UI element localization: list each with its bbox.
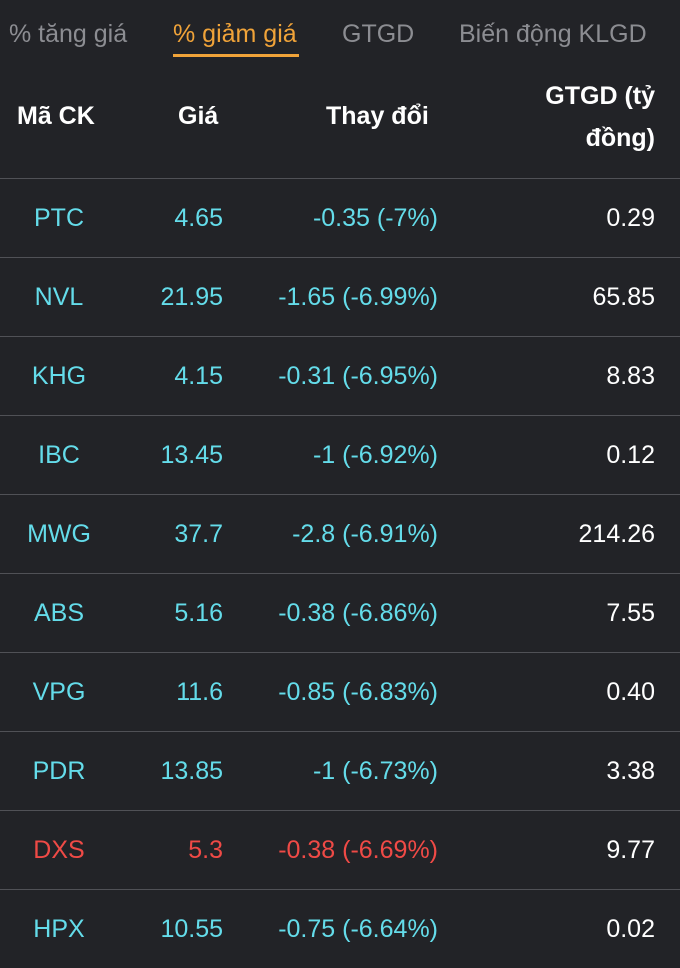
stock-change: -1 (-6.73%) [312, 757, 438, 785]
stock-table-body: PTC 4.65 -0.35 (-7%) 0.29 NVL 21.95 -1.65 (-6.… [0, 178, 680, 968]
stock-trading-value: 7.55 [606, 599, 655, 627]
table-row[interactable]: PTC 4.65 -0.35 (-7%) 0.29 [0, 178, 680, 257]
table-row[interactable]: MWG 37.7 -2.8 (-6.91%) 214.26 [0, 494, 680, 573]
active-tab-indicator [173, 54, 299, 57]
stock-trading-value: 0.02 [606, 915, 655, 943]
stock-change: -0.38 (-6.86%) [278, 599, 438, 627]
stock-change: -0.35 (-7%) [312, 204, 438, 232]
stock-symbol: PDR [32, 757, 86, 785]
stock-trading-value: 3.38 [606, 757, 655, 785]
stock-symbol: IBC [38, 441, 80, 469]
stock-change: -0.85 (-6.83%) [278, 678, 438, 706]
table-row[interactable]: KHG 4.15 -0.31 (-6.95%) 8.83 [0, 336, 680, 415]
tab-volume-change[interactable]: Biến động KLGD [459, 20, 647, 48]
stock-change: -0.75 (-6.64%) [278, 915, 438, 943]
column-header-value-line1: GTGD (tỷ [545, 82, 655, 110]
tab-trading-value[interactable]: GTGD [342, 20, 415, 48]
column-header-price[interactable]: Giá [178, 102, 219, 130]
stock-trading-value: 9.77 [606, 836, 655, 864]
stock-price: 21.95 [160, 283, 223, 311]
table-row[interactable]: DXS 5.3 -0.38 (-6.69%) 9.77 [0, 810, 680, 889]
table-row[interactable]: NVL 21.95 -1.65 (-6.99%) 65.85 [0, 257, 680, 336]
column-header-value-line2: đồng) [585, 124, 655, 152]
stock-symbol: HPX [33, 915, 85, 943]
stock-price: 5.3 [188, 836, 223, 864]
stock-trading-value: 214.26 [578, 520, 655, 548]
stock-trading-value: 0.29 [606, 204, 655, 232]
table-row[interactable]: HPX 10.55 -0.75 (-6.64%) 0.02 [0, 889, 680, 968]
table-row[interactable]: ABS 5.16 -0.38 (-6.86%) 7.55 [0, 573, 680, 652]
stock-trading-value: 8.83 [606, 362, 655, 390]
tab-percent-increase[interactable]: % tăng giá [9, 20, 128, 48]
stock-change: -1 (-6.92%) [312, 441, 438, 469]
stock-symbol: PTC [34, 204, 84, 232]
stock-change: -0.38 (-6.69%) [278, 836, 438, 864]
stock-symbol: NVL [34, 283, 84, 311]
table-header: Mã CK Giá Thay đổi GTGD (tỷ đồng) [0, 66, 680, 178]
stock-symbol: MWG [27, 520, 91, 548]
stock-price: 4.15 [174, 362, 223, 390]
tab-percent-decrease[interactable]: % giảm giá [173, 20, 297, 48]
stock-symbol: DXS [33, 836, 85, 864]
stock-symbol: KHG [31, 362, 87, 390]
table-row[interactable]: PDR 13.85 -1 (-6.73%) 3.38 [0, 731, 680, 810]
stock-price: 4.65 [174, 204, 223, 232]
column-header-value[interactable]: GTGD (tỷ đồng) [545, 75, 655, 159]
stock-price: 10.55 [160, 915, 223, 943]
tab-bar: % tăng giá % giảm giá GTGD Biến động KLG… [0, 0, 680, 66]
stock-price: 37.7 [174, 520, 223, 548]
table-row[interactable]: VPG 11.6 -0.85 (-6.83%) 0.40 [0, 652, 680, 731]
stock-price: 13.85 [160, 757, 223, 785]
stock-symbol: VPG [32, 678, 86, 706]
stock-price: 5.16 [174, 599, 223, 627]
column-header-change[interactable]: Thay đổi [326, 102, 429, 130]
stock-trading-value: 0.40 [606, 678, 655, 706]
column-header-symbol[interactable]: Mã CK [17, 102, 95, 130]
stock-trading-value: 65.85 [592, 283, 655, 311]
stock-price: 13.45 [160, 441, 223, 469]
stock-change: -0.31 (-6.95%) [278, 362, 438, 390]
stock-change: -1.65 (-6.99%) [278, 283, 438, 311]
stock-price: 11.6 [176, 678, 223, 706]
table-row[interactable]: IBC 13.45 -1 (-6.92%) 0.12 [0, 415, 680, 494]
stock-trading-value: 0.12 [606, 441, 655, 469]
stock-symbol: ABS [33, 599, 85, 627]
stock-change: -2.8 (-6.91%) [292, 520, 438, 548]
